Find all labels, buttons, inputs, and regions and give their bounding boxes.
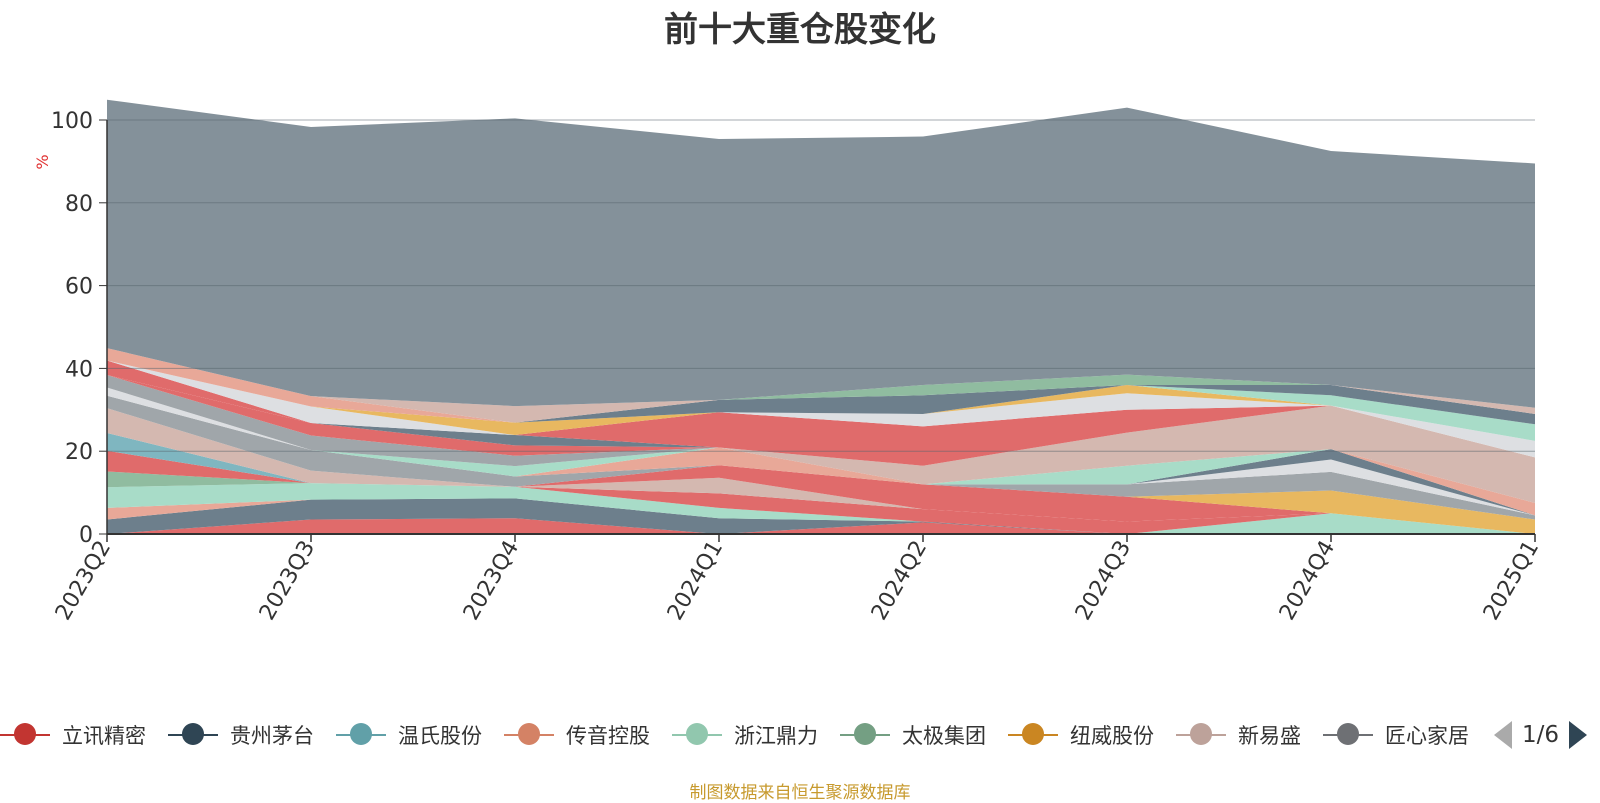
legend-item-3[interactable]: 传音控股	[504, 715, 650, 755]
legend-item-8[interactable]: 匠心家居	[1323, 715, 1469, 755]
legend-marker-icon	[168, 723, 218, 745]
legend-label: 匠心家居	[1385, 724, 1469, 748]
legend-marker-icon	[504, 723, 554, 745]
area-series-23	[107, 360, 1535, 425]
legend-label: 太极集团	[902, 724, 986, 748]
pager-prev-arrow-icon[interactable]	[1494, 721, 1512, 749]
area-series-0	[107, 518, 1535, 534]
legend-label: 新易盛	[1238, 724, 1301, 748]
area-series-21	[107, 360, 1535, 441]
source-note: 制图数据来自恒生聚源数据库	[689, 783, 911, 803]
x-tick-label-2024Q2: 2024Q2	[867, 537, 932, 625]
pager-next-arrow-icon[interactable]	[1569, 721, 1588, 749]
legend-label: 浙江鼎力	[734, 724, 818, 748]
area-series-3	[107, 483, 1535, 534]
x-tick-label-2023Q3: 2023Q3	[255, 537, 320, 625]
legend-dot-icon	[182, 723, 204, 745]
legend-dot-icon	[1337, 723, 1359, 745]
y-tick-label-20: 20	[65, 440, 93, 465]
x-tick-label-2024Q4: 2024Q4	[1275, 537, 1340, 625]
legend: 立讯精密 贵州茅台 温氏股份 传音控股 浙江鼎力 太极集团 纽威股份 新易盛 匠心家居	[0, 715, 1485, 755]
y-tick-label-0: 0	[79, 523, 93, 548]
legend-marker-icon	[672, 723, 722, 745]
y-tick-label-40: 40	[65, 357, 93, 382]
y-tick-label-80: 80	[65, 192, 93, 217]
legend-dot-icon	[518, 723, 540, 745]
legend-dot-icon	[854, 723, 876, 745]
legend-label: 立讯精密	[62, 724, 146, 748]
x-tick-label-2024Q1: 2024Q1	[663, 537, 728, 625]
legend-item-1[interactable]: 贵州茅台	[168, 715, 314, 755]
legend-item-0[interactable]: 立讯精密	[0, 715, 146, 755]
pager-page-indicator: 1/6	[1522, 722, 1560, 748]
legend-item-6[interactable]: 纽威股份	[1008, 715, 1154, 755]
legend-item-4[interactable]: 浙江鼎力	[672, 715, 818, 755]
legend-pager: 1/6	[1488, 715, 1600, 755]
x-tick-label-2024Q3: 2024Q3	[1071, 537, 1136, 625]
legend-item-7[interactable]: 新易盛	[1176, 715, 1301, 755]
legend-marker-icon	[1323, 723, 1373, 745]
legend-label: 贵州茅台	[230, 724, 314, 748]
x-tick-label-2025Q1: 2025Q1	[1479, 537, 1544, 625]
legend-dot-icon	[14, 723, 36, 745]
area-series-19	[107, 360, 1535, 466]
legend-label: 纽威股份	[1070, 724, 1154, 748]
legend-dot-icon	[350, 723, 372, 745]
area-series-10	[107, 395, 1535, 520]
y-axis-unit-label: %	[33, 154, 52, 169]
chart-title: 前十大重仓股变化	[664, 10, 936, 50]
y-tick-label-60: 60	[65, 275, 93, 300]
legend-dot-icon	[1190, 723, 1212, 745]
area-series-17	[107, 375, 1535, 466]
x-tick-label-2023Q2: 2023Q2	[51, 537, 116, 625]
legend-item-5[interactable]: 太极集团	[840, 715, 986, 755]
y-tick-label-100: 100	[51, 109, 93, 134]
area-series-1	[107, 498, 1535, 534]
legend-label: 传音控股	[566, 724, 650, 748]
gridlines	[107, 119, 1535, 452]
legend-marker-icon	[0, 723, 50, 745]
legend-dot-icon	[686, 723, 708, 745]
area-series-8	[107, 408, 1535, 534]
legend-marker-icon	[1176, 723, 1226, 745]
area-series-26	[107, 348, 1535, 423]
legend-label: 温氏股份	[398, 724, 482, 748]
x-tick-label-2023Q4: 2023Q4	[459, 537, 524, 625]
legend-marker-icon	[840, 723, 890, 745]
legend-item-2[interactable]: 温氏股份	[336, 715, 482, 755]
area-series-layer	[107, 99, 1535, 534]
area-series-14	[107, 387, 1535, 503]
area-series-15	[107, 387, 1535, 503]
legend-dot-icon	[1022, 723, 1044, 745]
area-series-27	[107, 99, 1535, 408]
legend-marker-icon	[336, 723, 386, 745]
legend-marker-icon	[1008, 723, 1058, 745]
